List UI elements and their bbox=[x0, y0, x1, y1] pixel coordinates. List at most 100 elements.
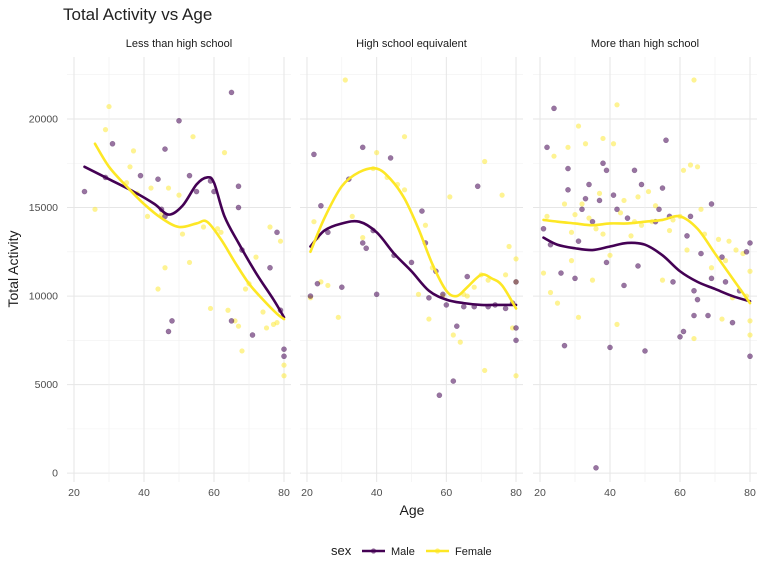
smooth-line-female bbox=[93, 142, 286, 321]
data-point-male bbox=[687, 213, 694, 220]
data-point-female bbox=[218, 229, 224, 235]
data-point-female bbox=[645, 188, 652, 195]
data-point-female bbox=[638, 222, 645, 228]
strip-label-less-than-high-school: Less than high school bbox=[126, 38, 232, 50]
legend: sex Male Female bbox=[331, 543, 492, 558]
data-point-male bbox=[635, 263, 641, 269]
data-point-male bbox=[659, 185, 666, 191]
data-point-male bbox=[593, 464, 599, 471]
data-point-female bbox=[547, 289, 554, 296]
data-point-male bbox=[589, 218, 596, 225]
smooth-line-male bbox=[542, 236, 752, 303]
data-point-male bbox=[743, 248, 750, 255]
smooth-line-male bbox=[309, 219, 518, 307]
data-point-male bbox=[540, 225, 547, 232]
data-point-female bbox=[572, 212, 578, 218]
legend-item-male: Male bbox=[362, 546, 415, 558]
data-point-male bbox=[565, 186, 571, 193]
data-point-female bbox=[747, 332, 753, 338]
data-point-male bbox=[419, 208, 425, 214]
data-point-male bbox=[600, 160, 606, 167]
x-tick-label: 40 bbox=[138, 487, 150, 499]
data-point-male bbox=[464, 273, 471, 280]
data-point-female bbox=[235, 323, 242, 329]
y-tick-label: 0 bbox=[52, 468, 58, 480]
data-point-female bbox=[568, 258, 575, 264]
data-point-female bbox=[92, 206, 98, 212]
data-point-male bbox=[614, 206, 620, 213]
data-point-male bbox=[747, 240, 753, 246]
data-point-male bbox=[694, 296, 701, 303]
data-point-male bbox=[729, 319, 736, 326]
data-point-female bbox=[513, 256, 519, 262]
data-point-female bbox=[652, 203, 659, 209]
data-point-female bbox=[155, 286, 161, 292]
data-point-female bbox=[575, 123, 582, 129]
data-point-female bbox=[162, 265, 168, 271]
data-point-female bbox=[614, 102, 620, 108]
data-point-male bbox=[705, 312, 711, 319]
x-tick-label: 60 bbox=[674, 487, 686, 499]
chart-title: Total Activity vs Age bbox=[63, 5, 212, 24]
data-point-female bbox=[621, 197, 627, 204]
data-point-male bbox=[440, 291, 446, 298]
data-point-male bbox=[603, 259, 610, 266]
data-point-female bbox=[513, 373, 519, 379]
data-point-male bbox=[474, 183, 481, 190]
data-point-female bbox=[691, 335, 697, 342]
data-point-male bbox=[544, 144, 550, 151]
data-point-female bbox=[186, 259, 193, 266]
data-point-female bbox=[482, 158, 488, 165]
x-tick-label: 80 bbox=[744, 487, 756, 499]
data-point-male bbox=[638, 181, 645, 188]
data-point-female bbox=[733, 247, 739, 253]
legend-label-female: Female bbox=[455, 546, 492, 558]
data-point-male bbox=[719, 254, 725, 260]
data-point-female bbox=[586, 215, 592, 221]
data-point-female bbox=[179, 231, 186, 237]
legend-title: sex bbox=[331, 543, 352, 558]
data-point-male bbox=[162, 146, 168, 152]
data-point-female bbox=[614, 321, 620, 327]
data-point-female bbox=[165, 185, 172, 191]
data-point-female bbox=[457, 339, 463, 345]
data-point-female bbox=[214, 226, 221, 232]
data-point-female bbox=[698, 206, 704, 212]
panel-less-than-high-school: Less than high school 20 40 60 80 0 5000 10000 1… bbox=[29, 38, 291, 499]
data-point-female bbox=[176, 192, 182, 198]
data-point-female bbox=[502, 272, 509, 278]
data-point-female bbox=[242, 286, 249, 292]
data-point-female bbox=[260, 309, 266, 315]
data-point-male bbox=[607, 344, 613, 351]
data-point-male bbox=[575, 238, 582, 245]
data-point-female bbox=[447, 194, 453, 200]
data-point-male bbox=[443, 302, 450, 308]
data-point-female bbox=[130, 148, 137, 154]
data-point-female bbox=[666, 227, 673, 234]
smooth-line-female bbox=[542, 214, 752, 305]
data-point-male bbox=[249, 332, 256, 338]
data-point-female bbox=[422, 222, 429, 228]
data-point-female bbox=[263, 325, 270, 331]
data-point-female bbox=[715, 236, 722, 242]
data-point-male bbox=[314, 280, 321, 287]
y-tick-label: 20000 bbox=[29, 113, 58, 125]
data-point-female bbox=[482, 367, 488, 374]
data-point-female bbox=[607, 252, 613, 258]
data-point-male bbox=[624, 215, 631, 221]
data-point-male bbox=[572, 275, 578, 282]
data-point-female bbox=[426, 316, 432, 322]
data-point-male bbox=[513, 325, 519, 331]
data-point-female bbox=[200, 224, 207, 230]
data-point-male bbox=[274, 229, 280, 236]
data-point-female bbox=[635, 194, 641, 200]
data-point-male bbox=[193, 188, 200, 195]
facet-panels: Less than high school 20 40 60 80 0 5000 10000 1… bbox=[29, 38, 757, 499]
panel-high-school-equivalent: High school equivalent 20 40 60 80 bbox=[300, 38, 523, 499]
smooth-line-female bbox=[309, 166, 518, 310]
data-point-male bbox=[359, 144, 366, 151]
data-point-male bbox=[513, 279, 519, 285]
data-point-female bbox=[561, 201, 568, 207]
data-point-female bbox=[499, 192, 505, 198]
x-tick-label: 40 bbox=[604, 487, 616, 499]
